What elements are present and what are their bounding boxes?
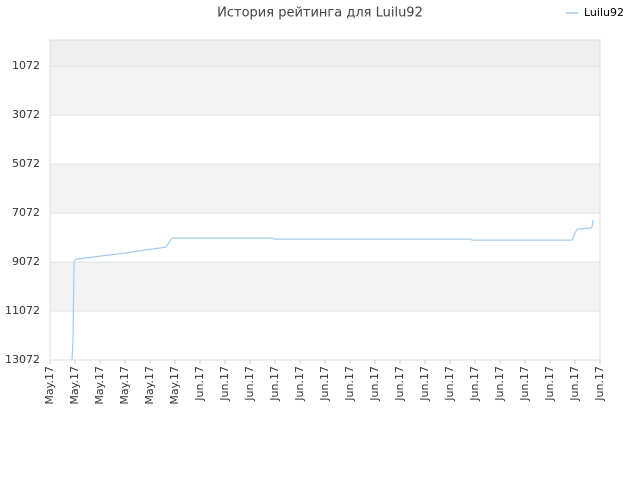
x-tick-label: Jun.17 — [218, 366, 231, 402]
x-tick-label: Jun.17 — [593, 366, 606, 402]
legend-label: Luilu92 — [584, 6, 624, 19]
y-tick-label: 11072 — [5, 304, 40, 317]
x-tick-label: Jun.17 — [193, 366, 206, 402]
x-tick-label: Jun.17 — [468, 366, 481, 402]
x-tick-label: Jun.17 — [518, 366, 531, 402]
x-tick-label: May.17 — [43, 366, 56, 405]
plot-band — [50, 164, 600, 214]
x-tick-label: Jun.17 — [393, 366, 406, 402]
plot-band — [50, 262, 600, 312]
x-tick-label: Jun.17 — [418, 366, 431, 402]
x-tick-label: Jun.17 — [243, 366, 256, 402]
y-tick-label: 3072 — [12, 108, 40, 121]
y-tick-label: 1072 — [12, 59, 40, 72]
plot-band — [50, 40, 600, 67]
y-tick-label: 5072 — [12, 157, 40, 170]
y-tick-label: 9072 — [12, 255, 40, 268]
x-tick-label: Jun.17 — [368, 366, 381, 402]
x-tick-label: May.17 — [168, 366, 181, 405]
x-tick-label: May.17 — [143, 366, 156, 405]
x-tick-label: May.17 — [93, 366, 106, 405]
x-tick-label: Jun.17 — [543, 366, 556, 402]
y-tick-label: 13072 — [5, 353, 40, 366]
x-tick-label: Jun.17 — [318, 366, 331, 402]
plot-band — [50, 213, 600, 263]
plot-band — [50, 311, 600, 360]
x-tick-label: Jun.17 — [568, 366, 581, 402]
x-tick-label: Jun.17 — [293, 366, 306, 402]
x-tick-label: Jun.17 — [268, 366, 281, 402]
chart-title: История рейтинга для Luilu92 — [217, 6, 423, 21]
plot-band — [50, 115, 600, 165]
x-tick-label: Jun.17 — [343, 366, 356, 402]
x-tick-label: Jun.17 — [443, 366, 456, 402]
y-tick-label: 7072 — [12, 206, 40, 219]
x-tick-label: May.17 — [68, 366, 81, 405]
data-line — [71, 220, 594, 361]
x-tick-label: Jun.17 — [493, 366, 506, 402]
x-tick-label: May.17 — [118, 366, 131, 405]
plot-band — [50, 66, 600, 116]
